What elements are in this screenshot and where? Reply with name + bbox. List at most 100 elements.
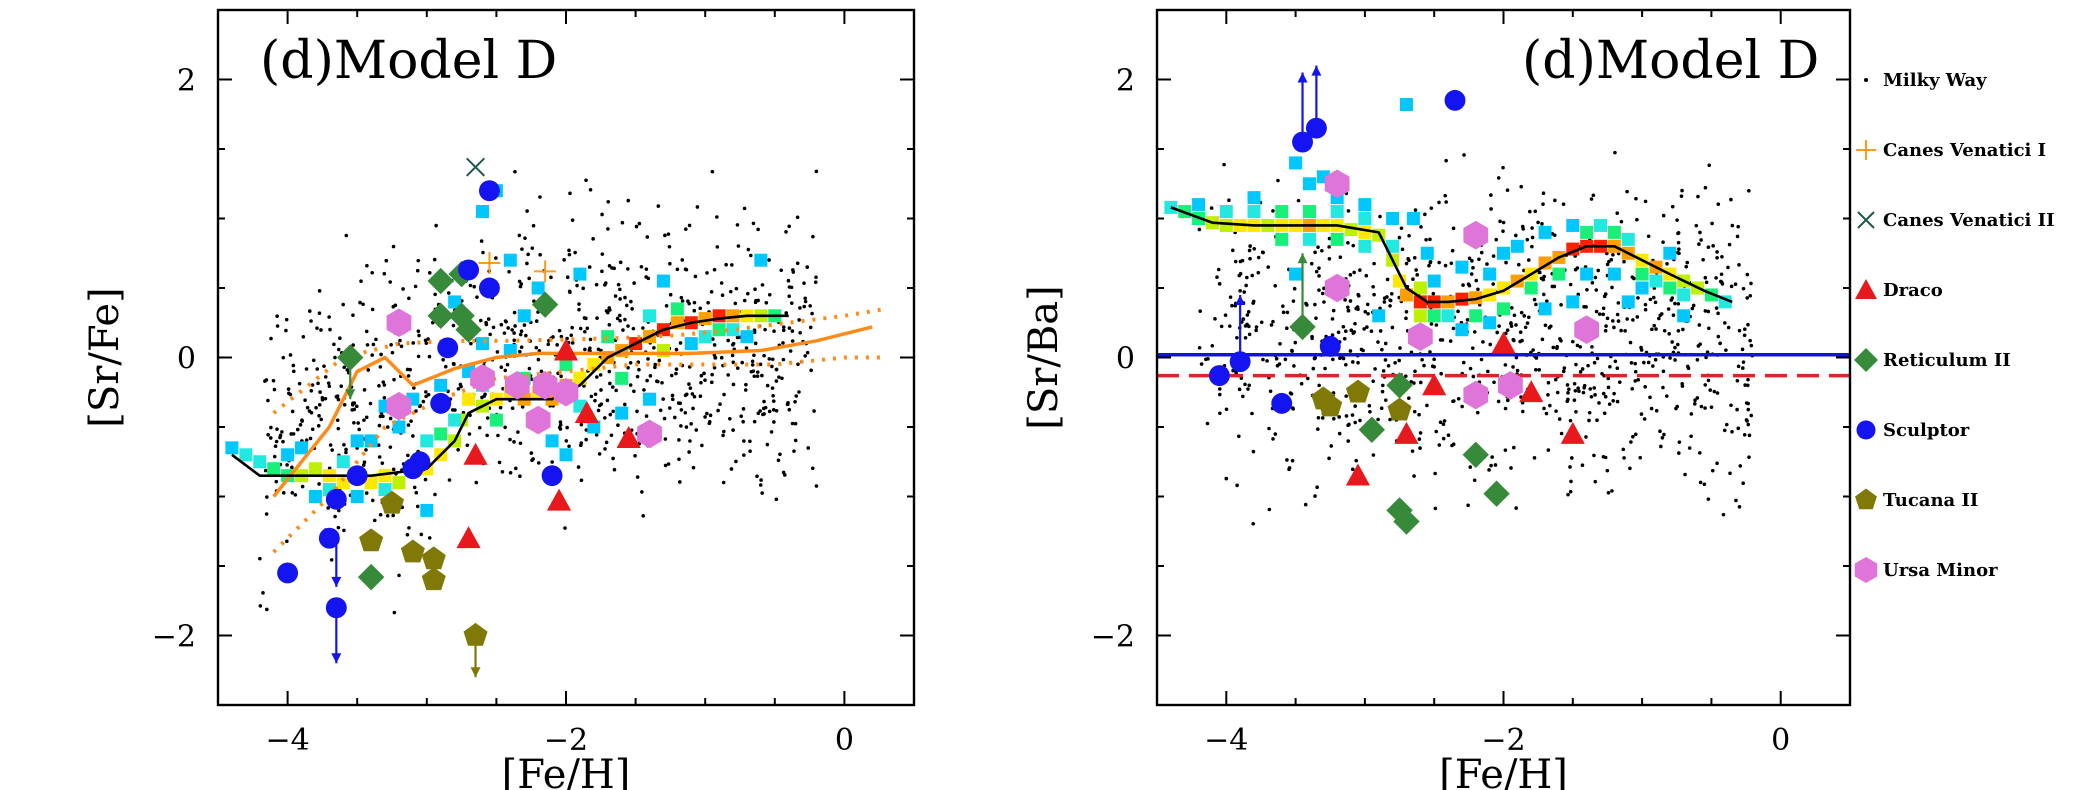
milky-way-point: [338, 336, 342, 341]
legend-item-draco: Draco: [1855, 279, 1943, 301]
circle-marker: [1444, 89, 1466, 111]
milky-way-point: [1246, 387, 1250, 391]
milky-way-point: [275, 427, 279, 431]
milky-way-point: [1346, 305, 1350, 310]
milky-way-point: [1479, 250, 1484, 255]
density-cell: [1580, 225, 1594, 239]
milky-way-point: [1403, 374, 1408, 378]
milky-way-point: [1745, 296, 1750, 300]
milky-way-point: [1661, 240, 1665, 244]
milky-way-point: [1674, 406, 1678, 411]
milky-way-point: [713, 355, 718, 360]
milky-way-point: [555, 343, 559, 347]
milky-way-point: [539, 369, 544, 374]
milky-way-point: [388, 416, 393, 421]
milky-way-point: [1747, 188, 1751, 193]
panel-sr-fe: −4 −2 0−202[Fe/H][Sr/Fe](d)Model D: [82, 8, 916, 790]
milky-way-point: [1541, 277, 1546, 282]
hexagon-marker: [504, 371, 530, 400]
milky-way-point: [380, 461, 385, 465]
milky-way-point: [1605, 468, 1610, 473]
milky-way-point: [352, 420, 356, 425]
milky-way-point: [1542, 406, 1546, 411]
milky-way-point: [705, 271, 709, 275]
milky-way-point: [1636, 296, 1640, 300]
milky-way-point: [1689, 412, 1694, 416]
milky-way-point: [1245, 275, 1249, 280]
milky-way-point: [626, 324, 630, 328]
milky-way-point: [1509, 466, 1513, 470]
milky-way-point: [666, 232, 671, 236]
milky-way-point: [616, 282, 621, 287]
milky-way-point: [1703, 309, 1708, 313]
circle-marker: [1208, 365, 1230, 387]
density-cell: [1677, 309, 1691, 323]
milky-way-point: [336, 426, 341, 431]
milky-way-point: [1565, 383, 1570, 387]
milky-way-point: [1285, 326, 1289, 331]
milky-way-point: [1601, 306, 1606, 311]
milky-way-point: [1273, 283, 1278, 288]
upper-limit-arrow-head: [1297, 72, 1308, 83]
density-cell: [1358, 225, 1372, 239]
milky-way-point: [1673, 301, 1677, 306]
pentagon-marker: [1387, 397, 1412, 421]
density-cell: [1358, 198, 1372, 212]
milky-way-point: [1419, 225, 1423, 229]
milky-way-point: [1348, 299, 1353, 303]
milky-way-point: [1643, 302, 1648, 307]
milky-way-point: [1744, 418, 1749, 422]
milky-way-point: [1746, 407, 1751, 412]
milky-way-point: [534, 319, 539, 323]
milky-way-point: [716, 408, 720, 413]
milky-way-point: [635, 374, 640, 379]
plot-area: [1157, 65, 1850, 535]
milky-way-point: [1604, 324, 1608, 328]
milky-way-point: [565, 425, 569, 430]
milky-way-point: [1344, 394, 1348, 398]
milky-way-point: [275, 314, 279, 318]
milky-way-point: [335, 395, 339, 399]
milky-way-point: [608, 308, 612, 312]
milky-way-point: [495, 350, 500, 354]
diamond-marker: [427, 267, 454, 295]
milky-way-point: [1494, 237, 1499, 242]
milky-way-point: [1657, 316, 1661, 321]
milky-way-point: [1521, 409, 1525, 414]
milky-way-point: [1712, 389, 1717, 394]
density-cell: [1302, 177, 1316, 191]
milky-way-point: [637, 367, 641, 372]
milky-way-point: [787, 285, 792, 289]
milky-way-point: [1344, 414, 1349, 418]
milky-way-point: [1265, 359, 1269, 363]
plot-area: [225, 157, 887, 678]
milky-way-point: [1427, 263, 1431, 268]
milky-way-point: [1612, 325, 1616, 330]
density-cell: [267, 462, 281, 476]
milky-way-point: [1642, 360, 1646, 365]
milky-way-point: [1228, 295, 1233, 299]
milky-way-point: [406, 423, 411, 427]
milky-way-point: [1371, 284, 1375, 289]
lower-limit-arrow-head: [331, 576, 342, 587]
milky-way-point: [1592, 386, 1597, 390]
milky-way-point: [1382, 300, 1387, 304]
milky-way-point: [1505, 188, 1510, 192]
milky-way-point: [1429, 206, 1434, 210]
legend-label: Canes Venatici I: [1883, 140, 2046, 161]
milky-way-point: [392, 377, 396, 382]
milky-way-point: [1546, 393, 1550, 397]
milky-way-point: [575, 283, 579, 288]
milky-way-point: [653, 362, 658, 367]
milky-way-point: [1528, 209, 1532, 214]
milky-way-point: [1332, 416, 1336, 421]
milky-way-point: [621, 328, 625, 332]
milky-way-point: [1669, 298, 1674, 302]
milky-way-point: [1266, 265, 1271, 269]
milky-way-point: [567, 289, 572, 294]
milky-way-point: [419, 532, 424, 537]
milky-way-point: [1643, 199, 1648, 204]
milky-way-point: [744, 382, 748, 387]
density-cell: [545, 434, 559, 448]
milky-way-point: [272, 454, 277, 459]
